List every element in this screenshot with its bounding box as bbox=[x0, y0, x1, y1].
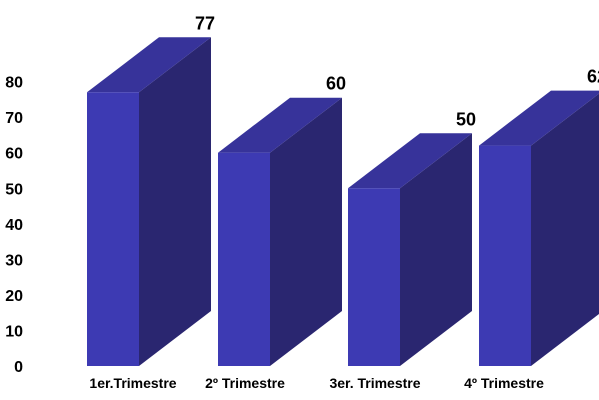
y-tick-label: 50 bbox=[5, 181, 23, 198]
x-tick-label: 2º Trimestre bbox=[205, 375, 285, 391]
bar-top-face bbox=[218, 97, 342, 153]
bar-front-face bbox=[348, 188, 400, 366]
data-label: 50 bbox=[456, 109, 476, 129]
bar-top-face bbox=[348, 133, 472, 189]
x-axis: 1er.Trimestre 2º Trimestre 3er. Trimestre 4… bbox=[89, 375, 544, 391]
y-tick-label: 70 bbox=[5, 110, 23, 127]
y-tick-label: 10 bbox=[5, 323, 23, 340]
y-tick-label: 40 bbox=[5, 217, 23, 234]
bar-front-face bbox=[218, 152, 270, 366]
x-tick-label: 3er. Trimestre bbox=[329, 375, 420, 391]
x-tick-label: 1er.Trimestre bbox=[89, 375, 176, 391]
bar-side-face bbox=[400, 133, 472, 366]
data-labels: 77 60 50 62 bbox=[195, 13, 599, 129]
bar-4 bbox=[479, 90, 599, 366]
data-label: 60 bbox=[326, 74, 346, 94]
bar-side-face bbox=[531, 93, 599, 366]
data-label: 77 bbox=[195, 13, 215, 33]
data-label: 62 bbox=[587, 67, 599, 87]
bar-3 bbox=[348, 133, 472, 366]
x-tick-label: 4º Trimestre bbox=[464, 375, 544, 391]
bar-front-face bbox=[87, 92, 139, 366]
bar-2 bbox=[218, 97, 342, 366]
y-tick-label: 20 bbox=[5, 288, 23, 305]
bar-side-face bbox=[139, 37, 211, 366]
bar-top-face bbox=[87, 37, 211, 93]
bar-front-face bbox=[479, 145, 531, 366]
y-tick-label: 0 bbox=[14, 359, 23, 376]
y-axis: 0 10 20 30 40 50 60 70 80 bbox=[5, 75, 23, 376]
bar-1 bbox=[87, 37, 211, 366]
y-tick-label: 60 bbox=[5, 146, 23, 163]
y-tick-label: 80 bbox=[5, 75, 23, 92]
bar-top-face bbox=[479, 90, 599, 146]
bars bbox=[87, 37, 599, 366]
y-tick-label: 30 bbox=[5, 252, 23, 269]
bar-side-face bbox=[270, 97, 342, 366]
